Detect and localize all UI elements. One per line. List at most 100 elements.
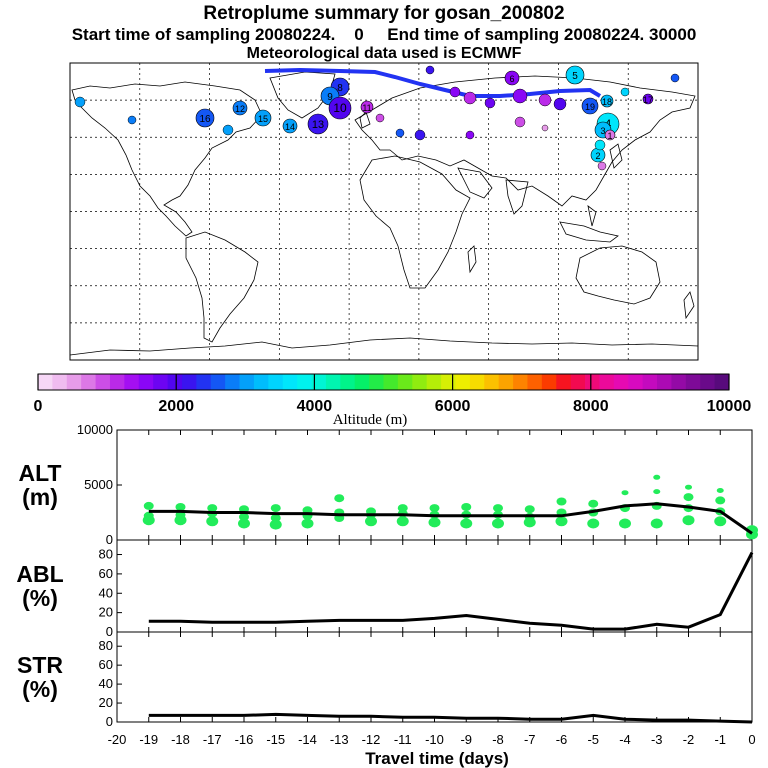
altitude-scatter-point [556, 497, 567, 506]
colorbar-swatch [340, 374, 356, 390]
plume-cluster-label: 9 [327, 92, 333, 103]
colorbar-swatch [354, 374, 370, 390]
altitude-scatter-point [716, 488, 724, 493]
panel-abl: 80 60 40 20 0 ABL(%) [16, 539, 754, 639]
altitude-scatter-point [174, 515, 187, 526]
plume-cluster-dot [463, 91, 477, 105]
altitude-scatter-point [685, 484, 692, 490]
altitude-scatter-point [270, 514, 281, 522]
y-tick-label: 80 [99, 547, 113, 562]
x-tick-label: -20 [108, 732, 127, 747]
world-map: 5689101112131415161718194321 [69, 62, 699, 361]
altitude-scatter-point [269, 519, 282, 530]
altitude-scatter-point [493, 504, 503, 513]
plume-cluster-dot [553, 97, 567, 111]
met-data-subtitle: Meteorological data used is ECMWF [246, 45, 522, 62]
y-tick-label: 0 [106, 532, 113, 547]
plume-cluster-marker [328, 96, 352, 120]
colorbar-swatch [167, 374, 183, 390]
plume-cluster-marker [565, 65, 585, 85]
plume-cluster-dot [465, 130, 475, 140]
altitude-scatter-point [523, 517, 536, 528]
colorbar-swatch [628, 374, 644, 390]
colorbar-swatch [714, 374, 730, 390]
plume-cluster-dot [620, 87, 630, 97]
altitude-scatter-point [619, 518, 631, 529]
altitude-scatter-point [492, 518, 504, 529]
panel-alt: 10000 5000 0 ALT(m) [18, 422, 758, 547]
x-tick-label: -8 [492, 732, 504, 747]
colorbar-swatch [685, 374, 701, 390]
plume-cluster-dot [222, 124, 234, 136]
altitude-scatter-point [650, 518, 663, 529]
colorbar-swatch [153, 374, 168, 390]
colorbar-swatch [700, 374, 716, 390]
colorbar-label: Altitude (m) [333, 412, 408, 428]
x-tick-label: -4 [619, 732, 631, 747]
colorbar-swatch [657, 374, 672, 390]
plume-cluster-label: 17 [643, 95, 653, 105]
colorbar-swatch [369, 374, 384, 390]
coastlines [69, 71, 699, 356]
colorbar-swatch [671, 374, 687, 390]
plume-cluster-marker [642, 93, 654, 105]
altitude-scatter-point [588, 499, 599, 508]
plume-cluster-marker [504, 70, 520, 86]
colorbar-swatch [66, 374, 82, 390]
y-tick-label: 60 [99, 657, 113, 672]
altitude-scatter-point [460, 518, 473, 529]
plume-cluster-dot [414, 129, 426, 141]
x-tick-label: -17 [203, 732, 222, 747]
altitude-scatter-point [653, 474, 661, 480]
colorbar-swatch [455, 374, 471, 390]
colorbar-swatch [556, 374, 572, 390]
plume-cluster-dot [514, 116, 526, 128]
colorbar-swatch [210, 374, 226, 390]
altitude-scatter-point [207, 504, 218, 513]
x-tick-label: -14 [298, 732, 317, 747]
y-tick-label: 40 [99, 676, 113, 691]
altitude-scatter-point [396, 516, 409, 527]
plume-cluster-dot [512, 88, 528, 104]
altitude-scatter-point [334, 494, 345, 503]
altitude-scatter-point [238, 518, 250, 529]
x-tick-label: -19 [139, 732, 158, 747]
plume-cluster-label: 18 [602, 97, 612, 107]
colorbar-swatch [325, 374, 341, 390]
colorbar-tick-label: 8000 [573, 398, 609, 415]
altitude-scatter-point [429, 504, 440, 513]
colorbar-tick-label: 6000 [435, 398, 471, 415]
plume-cluster-label: 8 [337, 83, 343, 94]
plume-cluster-label: 14 [285, 122, 295, 132]
colorbar-swatch [599, 374, 615, 390]
plume-cluster-label: 1 [607, 131, 612, 141]
time-series-panels: 1000050000ALT(m)806040200ABL(%)806040200… [16, 422, 758, 747]
colorbar-swatch [225, 374, 240, 390]
colorbar-swatch [196, 374, 212, 390]
y-tick-label: 20 [99, 605, 113, 620]
colorbar-swatch [253, 374, 269, 390]
plume-cluster-marker [604, 129, 616, 141]
altitude-scatter-point [206, 516, 219, 527]
altitude-scatter-point [653, 489, 661, 495]
colorbar-swatch [95, 374, 111, 390]
colorbar-swatch [38, 374, 53, 390]
plume-cluster-marker [581, 97, 599, 115]
panel-ylabel-unit: (%) [22, 676, 58, 702]
altitude-scatter-point [397, 504, 408, 513]
x-tick-label: 0 [748, 732, 755, 747]
colorbar-swatch [181, 374, 197, 390]
plume-cluster-marker [600, 94, 614, 108]
altitude-scatter-point [715, 496, 726, 505]
colorbar-swatch [311, 374, 327, 390]
plume-cluster-dot [484, 97, 496, 109]
colorbar-swatch [541, 374, 557, 390]
y-tick-label: 0 [106, 624, 113, 639]
altitude-scatter-point [555, 516, 568, 527]
altitude-scatter-point [621, 490, 629, 496]
plume-cluster-dot [538, 93, 552, 107]
colorbar-swatch [81, 374, 96, 390]
altitude-scatter-point [428, 517, 441, 528]
colorbar-swatch [527, 374, 543, 390]
panel-ylabel: ALT [18, 460, 61, 486]
